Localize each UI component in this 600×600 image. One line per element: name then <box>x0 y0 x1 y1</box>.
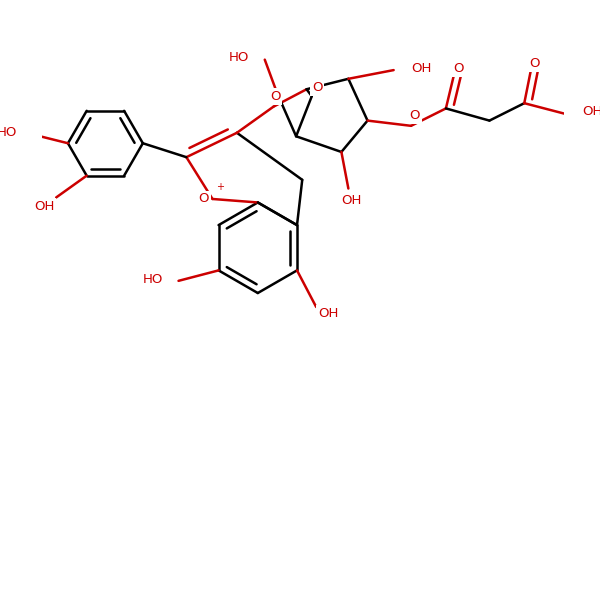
Text: O: O <box>409 109 420 122</box>
Text: O: O <box>529 56 540 70</box>
Text: O: O <box>312 81 322 94</box>
Text: OH: OH <box>341 194 362 207</box>
Text: HO: HO <box>142 272 163 286</box>
Text: OH: OH <box>318 307 338 320</box>
Text: OH: OH <box>411 62 431 75</box>
Text: OH: OH <box>582 106 600 118</box>
Text: HO: HO <box>0 126 17 139</box>
Text: O: O <box>199 193 209 205</box>
Text: OH: OH <box>34 200 54 212</box>
Text: O: O <box>270 90 280 103</box>
Text: +: + <box>217 182 224 192</box>
Text: HO: HO <box>229 52 249 64</box>
Text: O: O <box>453 62 463 75</box>
